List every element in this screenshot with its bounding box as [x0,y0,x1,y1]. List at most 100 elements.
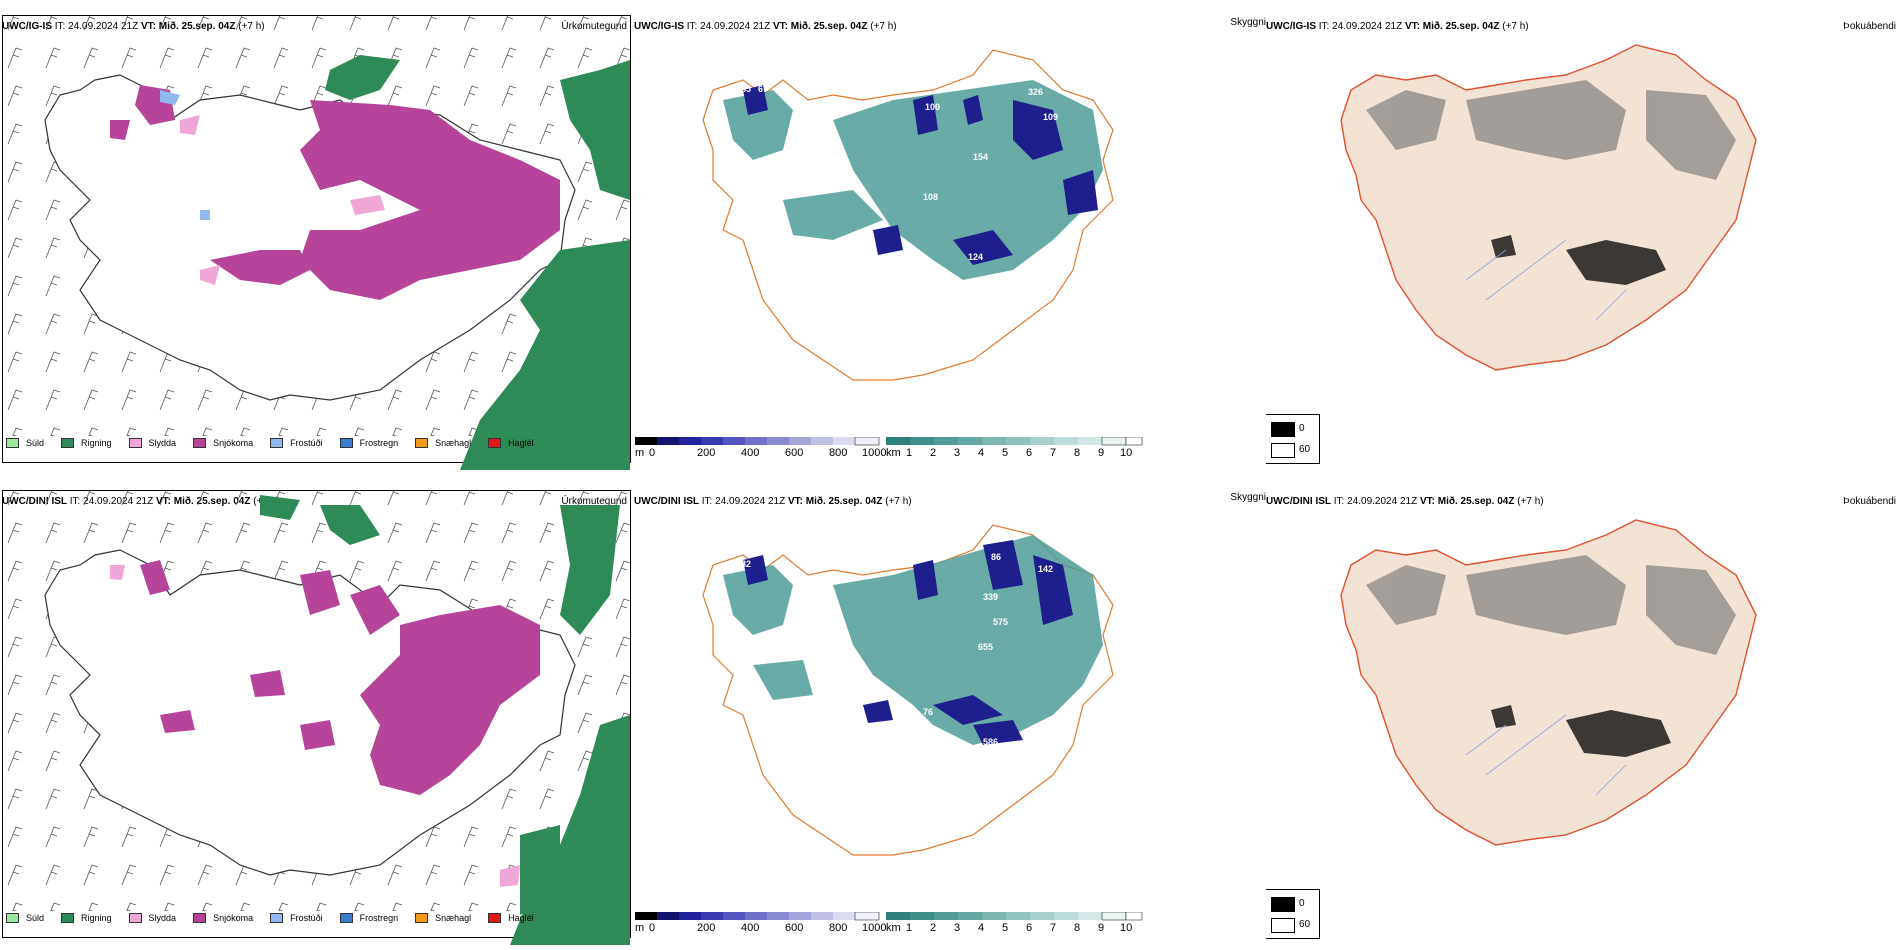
legend-item: Haglél [488,438,534,448]
colorbar-tick: 10 [1120,922,1133,934]
colorbar-tick: 1000 [862,922,887,934]
lead-time: (+7 h) [885,496,912,507]
fog-legend-label: 60 [1299,444,1311,455]
legend-swatch [193,438,207,448]
legend-label: Frostúði [290,913,323,923]
colorbar-tick: 6 [1026,922,1033,934]
colorbar-tick: 800 [829,447,848,459]
freezing-drizzle-areas [160,90,210,220]
legend-label: Rigning [81,438,112,448]
colorbar-tick: 400 [741,922,760,934]
panel-header: UWC/IG-IS IT: 24.09.2024 21Z VT: Mið. 25… [634,21,897,32]
visibility-colorbar-swatches [886,436,1143,446]
ceiling-label: 586 [983,737,998,747]
map-frame [2,15,631,463]
colorbar-tick: 3 [954,922,961,934]
visibility-colorbar: km 1 2 3 4 5 6 7 8 9 10 [886,911,1146,934]
legend-label: Frostúði [290,438,323,448]
init-time: 24.09.2024 21Z [700,21,771,32]
ceiling-colorbar: m 0 200 400 600 800 1000 [635,436,886,459]
legend-swatch [415,913,429,923]
colorbar-unit: km [886,447,901,459]
legend-item: Haglél [488,913,534,923]
precip-legend: Súld Rigning Slydda Snjókoma Frostúði Fr… [6,438,551,448]
legend-item: Snjókoma [193,913,253,923]
precip-type-panel-top: UWC/IG-IS IT: 24.09.2024 21Z VT: Mið. 25… [0,0,633,475]
visibility-colorbar-swatches [886,911,1143,921]
model-name: UWC/IG-IS [634,21,684,32]
fog-indicator-map [1340,519,1757,846]
valid-label: VT: [1419,496,1435,507]
panel-title: Þokuábendi [1843,21,1896,32]
legend-swatch [6,913,19,923]
colorbar-tick: 4 [978,922,985,934]
legend-swatch [193,913,207,923]
legend-swatch [61,438,75,448]
ceiling-label: 154 [973,152,988,162]
legend-label: Frostregn [359,913,399,923]
legend-item: Slydda [128,438,177,448]
ceiling-label: 575 [993,617,1008,627]
init-time: 24.09.2024 21Z [1347,496,1418,507]
init-label: IT: [686,21,698,32]
legend-item: Frostúði [270,438,323,448]
legend-item: Snæhagl [415,438,471,448]
legend-label: Snjókoma [213,438,254,448]
legend-label: Súld [26,913,45,923]
colorbar-tick: 4 [978,447,985,459]
colorbar-tick: 0 [649,447,656,459]
colorbar-tick: 600 [785,922,804,934]
legend-swatch [128,438,142,448]
low-ceiling-areas [743,540,1073,745]
ceiling-colorbar-swatches [635,436,880,446]
valid-time: Mið. 25.sep. 04Z [1422,21,1500,32]
legend-item: Snjókoma [193,438,253,448]
precip-legend: Súld Rigning Slydda Snjókoma Frostúði Fr… [6,913,551,923]
colorbar-tick: 8 [1074,447,1081,459]
fog-shading [1366,80,1736,180]
colorbar-tick: 5 [1002,447,1009,459]
fog-legend-swatch [1271,897,1295,912]
ceiling-label: 100 [925,102,940,112]
legend-label: Snæhagl [435,438,472,448]
legend-label: Slydda [148,438,177,448]
init-label: IT: [1318,21,1330,32]
legend-item: Rigning [61,913,112,923]
ceiling-colorbar: m 0 200 400 600 800 1000 [635,911,886,934]
fog-indicator-panel-bottom: UWC/DINI ISL IT: 24.09.2024 21Z VT: Mið.… [1266,475,1900,950]
ceiling-visibility-panel-bottom: UWC/DINI ISL IT: 24.09.2024 21Z VT: Mið.… [633,475,1266,950]
valid-time: Mið. 25.sep. 04Z [790,21,868,32]
precip-type-map [3,491,630,945]
colorbar-tick: 5 [1002,922,1009,934]
colorbar-tick: 3 [954,447,961,459]
colorbar-tick: 7 [1050,447,1057,459]
legend-swatch [6,438,19,448]
colorbar-unit: m [635,922,645,934]
colorbar-tick: 9 [1098,922,1105,934]
ceiling-label: 124 [968,252,983,262]
legend-swatch [339,438,353,448]
legend-item: Súld [6,913,44,923]
fog-legend: 0 60 [1266,889,1320,939]
model-name: UWC/DINI ISL [634,496,699,507]
colorbar-tick: 2 [930,447,937,459]
legend-item: Slydda [128,913,176,923]
legend-swatch [61,913,75,923]
colorbar-tick: 8 [1074,922,1081,934]
legend-label: Haglél [508,438,534,448]
ceiling-value-labels: 85 67 100 326 109 154 108 124 892 [741,84,1058,302]
legend-label: Súld [26,438,45,448]
ceiling-visibility-map: 85 67 100 326 109 154 108 124 892 [702,49,1114,381]
valid-time: Mið. 25.sep. 04Z [805,496,883,507]
legend-swatch [488,438,502,448]
colorbar-tick: 200 [697,922,716,934]
fog-legend-label: 60 [1299,919,1311,930]
init-label: IT: [701,496,713,507]
ceiling-visibility-map: 82 86 142 339 575 655 76 586 [702,524,1114,856]
colorbar-tick: 7 [1050,922,1057,934]
valid-label: VT: [772,21,788,32]
fog-legend-swatch [1271,422,1295,437]
ceiling-label: 86 [991,552,1001,562]
colorbar-tick: 6 [1026,447,1033,459]
panel-header: UWC/DINI ISL IT: 24.09.2024 21Z VT: Mið.… [634,496,912,507]
